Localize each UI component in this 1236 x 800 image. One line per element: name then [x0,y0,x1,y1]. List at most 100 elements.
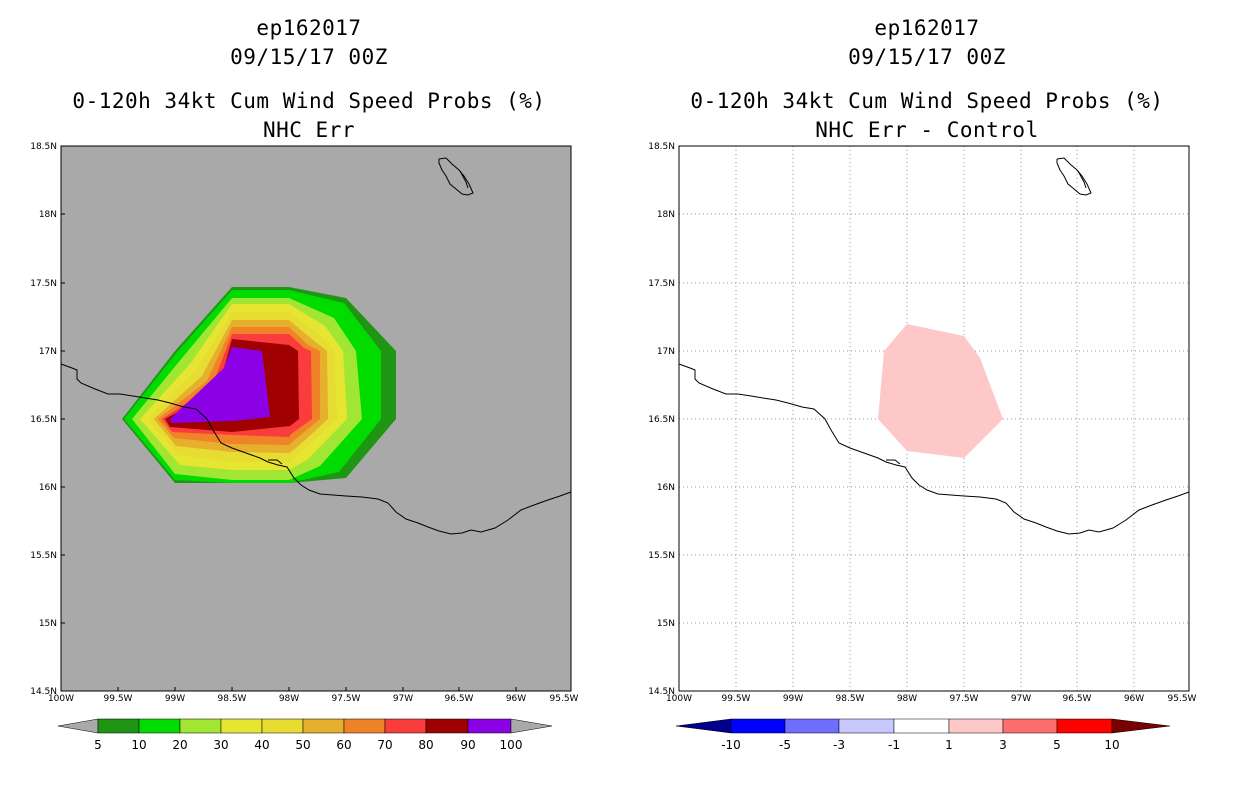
contour-100 [170,347,270,423]
lat-label: 16.5N [30,415,57,425]
colorbar-segment [97,718,140,734]
lat-label: 18.5N [30,142,57,152]
lat-label: 18N [39,210,57,220]
colorbar-label: 70 [377,738,392,752]
lon-label: 98W [897,694,917,704]
lon-label: 95.5W [550,694,579,704]
probability-contours [122,287,396,483]
lat-label: 16N [657,483,675,493]
lon-label: 98W [279,694,299,704]
lon-label: 100W [666,694,692,704]
colorbar-segment [838,718,895,734]
colorbar-segment [261,718,304,734]
colorbar-segment [138,718,181,734]
lon-label: 97W [393,694,413,704]
colorbar-label: 5 [1053,738,1061,752]
colorbar-segment [220,718,263,734]
lat-label: 17.5N [30,279,57,289]
difference-contour-1-3 [878,324,1003,458]
product-title: 0-120h 34kt Cum Wind Speed Probs (%) [72,89,546,113]
lat-label: 17.5N [648,279,675,289]
colorbar-segment [179,718,222,734]
lon-label: 99W [783,694,803,704]
product-subtitle: NHC Err [262,118,355,142]
product-subtitle: NHC Err - Control [815,118,1039,142]
lon-label: 100W [48,694,74,704]
colorbar-label: 3 [999,738,1007,752]
colorbar-segment [1002,718,1058,734]
lon-axis: 100W 99.5W 99W 98.5W 98W 97.5W 97W 96.5W… [666,694,1197,704]
lat-label: 18.5N [648,142,675,152]
lon-label: 96.5W [1063,694,1092,704]
lat-label: 16N [39,483,57,493]
storm-id: ep162017 [256,16,362,40]
lat-axis: 18.5N 18N 17.5N 17N 16.5N 16N 15.5N 15N … [30,142,65,697]
colorbar-segment [425,718,469,734]
colorbar-label: 100 [500,738,523,752]
colorbar-segment [467,718,512,734]
product-title: 0-120h 34kt Cum Wind Speed Probs (%) [690,89,1164,113]
map-frame [678,145,1190,692]
probability-map: 18.5N 18N 17.5N 17N 16.5N 16N 15.5N 15N … [30,142,579,752]
lon-label: 96W [506,694,526,704]
colorbar-label: 60 [336,738,351,752]
colorbar-end-low [675,718,732,734]
coastline [60,157,572,535]
colorbar-label: 80 [418,738,433,752]
colorbar-label: 10 [131,738,146,752]
lon-label: 97.5W [950,694,979,704]
colorbar-segment [730,718,786,734]
lat-label: 14.5N [648,687,675,697]
lon-label: 99.5W [722,694,751,704]
lat-label: 17N [39,347,57,357]
lat-label: 15.5N [30,551,57,561]
colorbar-label: 50 [295,738,310,752]
colorbar: -10 -5 -3 -1 1 3 5 10 [675,718,1171,752]
colorbar-end-high [510,718,553,734]
lon-label: 95.5W [1168,694,1197,704]
colorbar-segment [302,718,345,734]
lon-label: 97W [1011,694,1031,704]
lon-axis: 100W 99.5W 99W 98.5W 98W 97.5W 97W 96.5W… [48,687,579,704]
difference-map: 18.5N 18N 17.5N 17N 16.5N 16N 15.5N 15N … [648,142,1197,752]
lon-label: 96W [1124,694,1144,704]
colorbar-label: 5 [94,738,102,752]
forecast-time: 09/15/17 00Z [848,45,1006,69]
colorbar-label: -1 [888,738,900,752]
colorbar-label: 20 [172,738,187,752]
panel-nhc-err-control: ep162017 09/15/17 00Z 0-120h 34kt Cum Wi… [618,0,1236,800]
colorbar-end-high [1111,718,1171,734]
lon-label: 98.5W [218,694,247,704]
colorbar-label: -10 [721,738,741,752]
lat-label: 16.5N [648,415,675,425]
lat-label: 15.5N [648,551,675,561]
colorbar-segment [1056,718,1113,734]
lat-label: 15N [39,619,57,629]
colorbar-label: 30 [213,738,228,752]
colorbar-segment [384,718,427,734]
colorbar-label: -5 [779,738,791,752]
colorbar-label: 1 [945,738,953,752]
storm-id: ep162017 [874,16,980,40]
lat-label: 14.5N [30,687,57,697]
colorbar-end-low [57,718,99,734]
colorbar-segment [893,718,950,734]
colorbar-label: 40 [254,738,269,752]
colorbar-segment [784,718,840,734]
coastline [678,157,1190,535]
colorbar-label: 10 [1104,738,1119,752]
colorbar-segment [343,718,386,734]
panel-nhc-err: ep162017 09/15/17 00Z 0-120h 34kt Cum Wi… [30,16,579,752]
lon-label: 98.5W [836,694,865,704]
colorbar-label: -3 [833,738,845,752]
forecast-time: 09/15/17 00Z [230,45,388,69]
lat-label: 15N [657,619,675,629]
lon-label: 99W [165,694,185,704]
colorbar-segment [948,718,1004,734]
colorbar-label: 90 [460,738,475,752]
lat-label: 17N [657,347,675,357]
lon-label: 97.5W [332,694,361,704]
lon-label: 96.5W [445,694,474,704]
lat-label: 18N [657,210,675,220]
colorbar: 5 10 20 30 40 50 60 70 80 90 100 [57,718,553,752]
